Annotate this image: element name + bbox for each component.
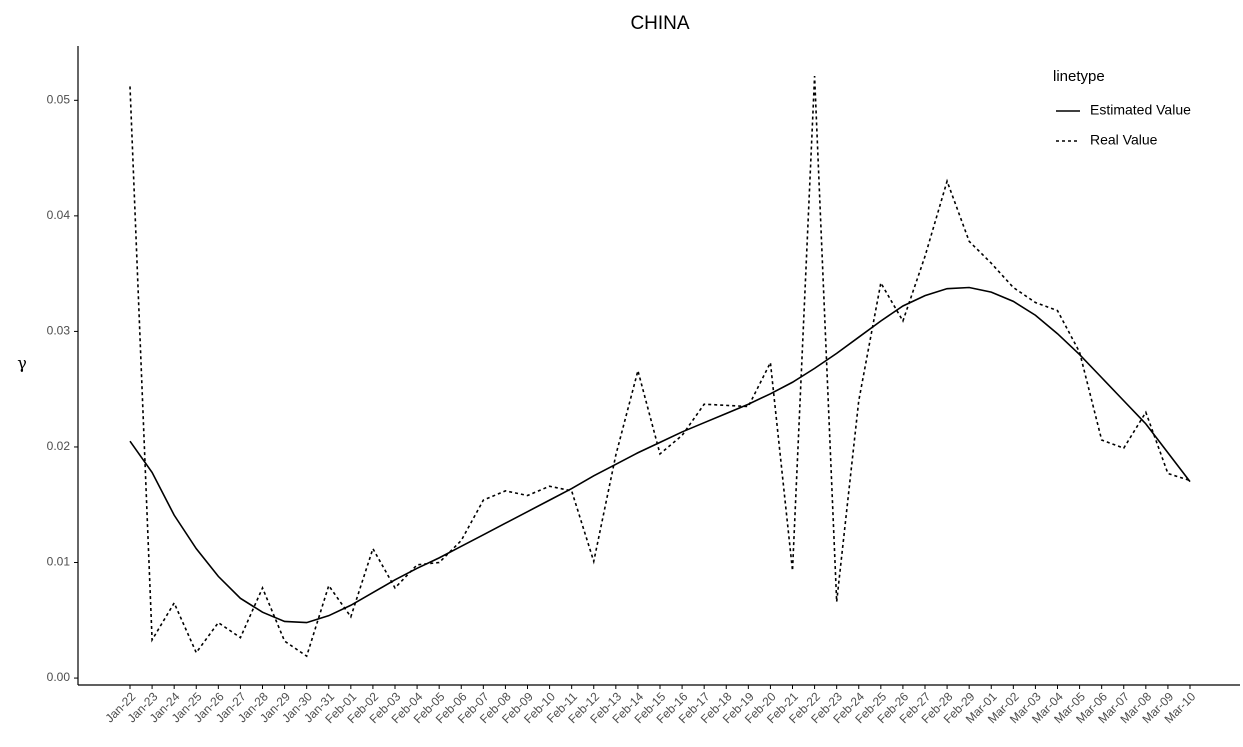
y-tick-label: 0.03 bbox=[47, 324, 71, 338]
legend-title: linetype bbox=[1053, 68, 1105, 85]
legend-label: Estimated Value bbox=[1090, 102, 1191, 118]
series-line bbox=[129, 286, 1191, 624]
chart-title: CHINA bbox=[630, 13, 689, 34]
legend-label: Real Value bbox=[1090, 132, 1158, 148]
y-axis-label: γ bbox=[17, 354, 27, 373]
series-line bbox=[129, 76, 1191, 658]
y-tick-label: 0.04 bbox=[47, 208, 71, 222]
y-tick-label: 0.05 bbox=[47, 92, 71, 106]
y-tick-label: 0.01 bbox=[47, 555, 71, 569]
y-tick-label: 0.02 bbox=[47, 439, 71, 453]
y-tick-label: 0.00 bbox=[47, 670, 71, 684]
